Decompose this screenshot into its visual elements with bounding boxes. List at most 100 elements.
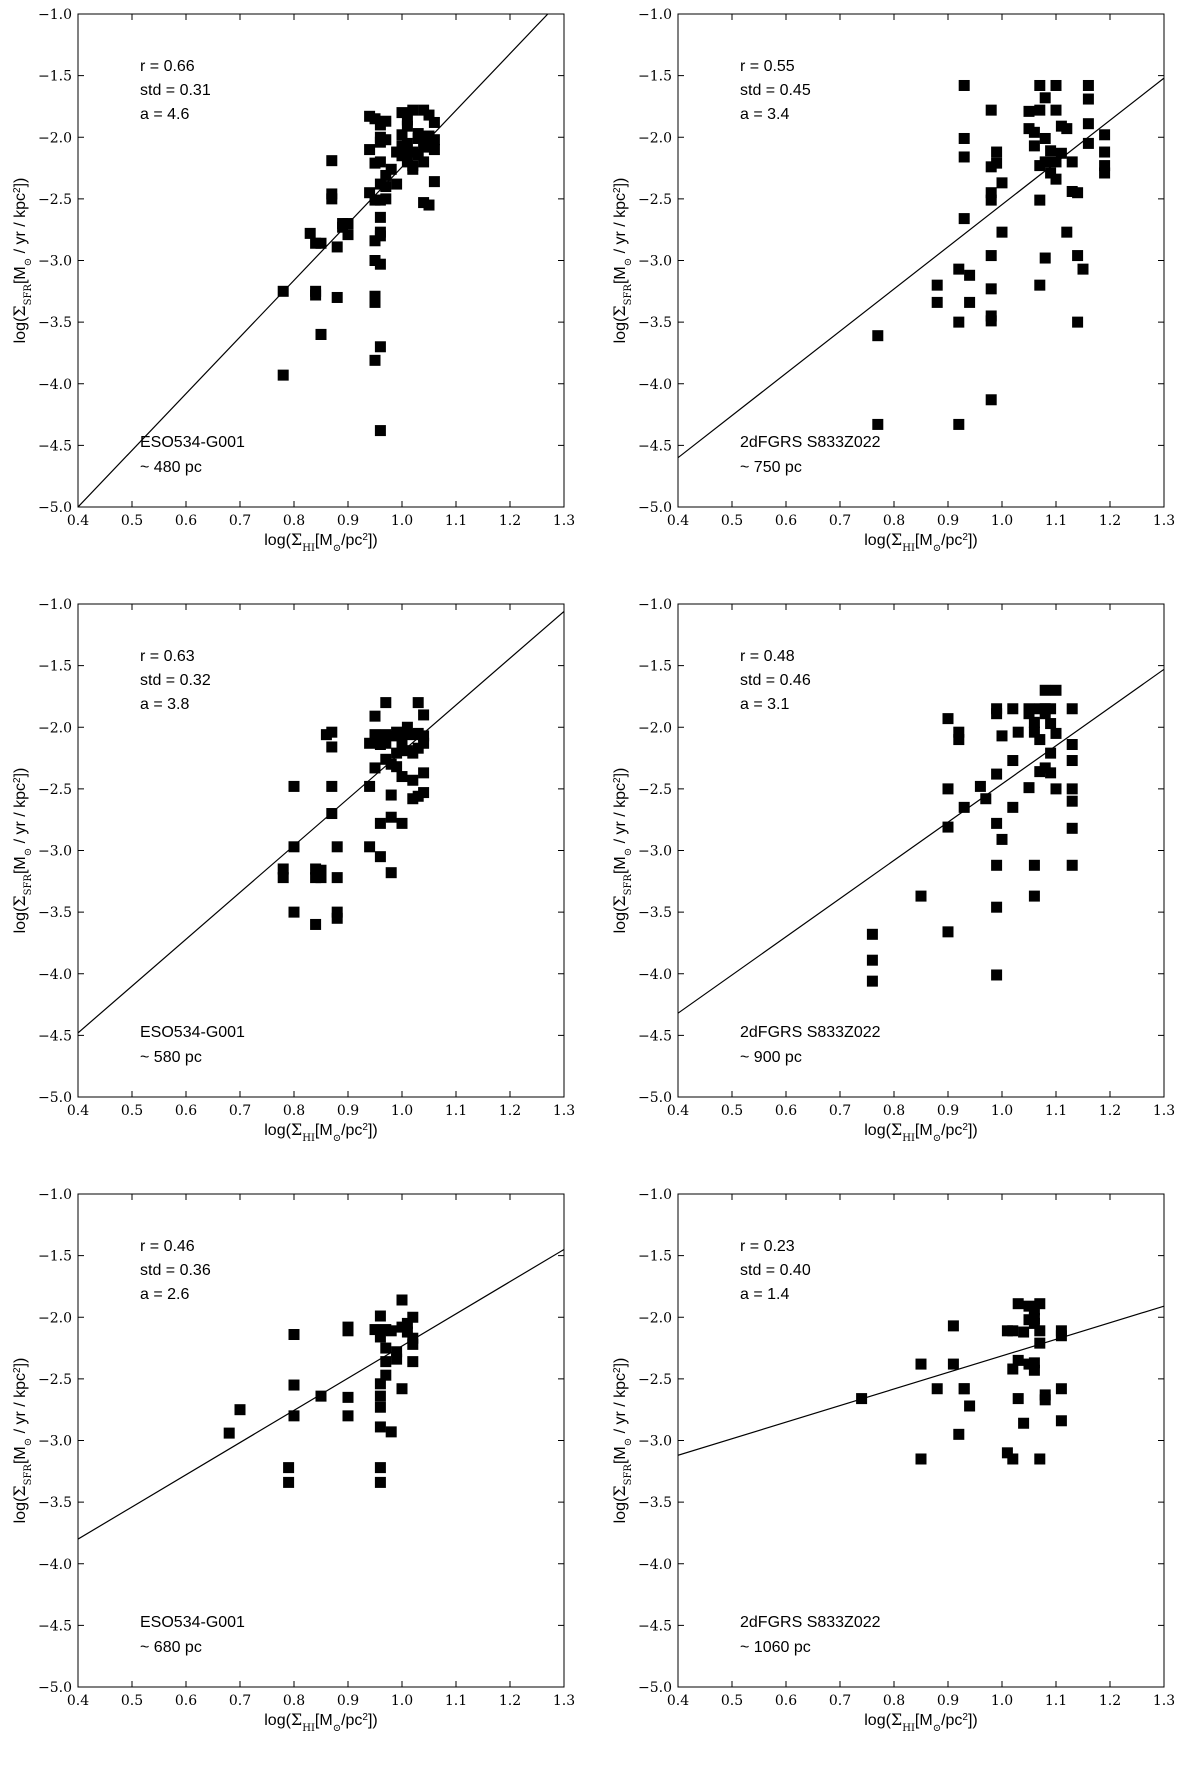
data-point — [996, 833, 1008, 845]
x-tick-label: 1.0 — [991, 513, 1013, 529]
data-point — [991, 708, 1003, 720]
data-point — [401, 114, 413, 126]
data-point — [985, 394, 997, 406]
y-tick-label: −3.5 — [38, 1495, 72, 1511]
data-point — [380, 115, 392, 127]
data-point — [401, 137, 413, 149]
data-point — [428, 134, 440, 146]
data-point — [942, 783, 954, 795]
data-point — [369, 762, 381, 774]
x-tick-label: 0.7 — [229, 1103, 251, 1119]
chart-panel-1: 0.4 0.5 0.6 0.7 0.8 0.9 1.0 1.1 1.2 1.3 −1.0 −1.5 −2… — [0, 0, 600, 590]
data-point — [1082, 79, 1094, 91]
data-point — [872, 330, 884, 342]
y-tick-label: −3.5 — [638, 315, 672, 331]
data-point — [985, 187, 997, 199]
y-tick-label: −4.0 — [38, 967, 72, 983]
data-point — [1028, 890, 1040, 902]
data-point — [391, 761, 403, 773]
x-tick-label: 1.1 — [1045, 1103, 1067, 1119]
data-point — [418, 737, 430, 749]
x-tick-label: 0.4 — [67, 1693, 89, 1709]
x-tick-label: 1.0 — [991, 1693, 1013, 1709]
data-point — [964, 269, 976, 281]
data-point — [374, 230, 386, 242]
data-point — [1077, 263, 1089, 275]
y-tick-label: −1.0 — [638, 1187, 672, 1203]
stat-std: std = 0.36 — [140, 1262, 211, 1279]
data-point — [991, 146, 1003, 158]
data-point — [407, 1356, 419, 1368]
data-point — [1082, 118, 1094, 130]
x-axis-label: log(ΣHI[M⊙/pc2]) — [864, 530, 978, 554]
data-point — [1055, 147, 1067, 159]
stat-r: r = 0.23 — [740, 1238, 795, 1255]
data-point — [1055, 1415, 1067, 1427]
data-point — [991, 859, 1003, 871]
x-axis-label: log(ΣHI[M⊙/pc2]) — [264, 530, 378, 554]
data-point — [342, 1325, 354, 1337]
data-point — [374, 1310, 386, 1322]
x-tick-label: 1.2 — [499, 1103, 521, 1119]
data-point — [277, 285, 289, 297]
data-point — [418, 787, 430, 799]
data-point — [288, 1410, 300, 1422]
data-point — [326, 808, 338, 820]
data-point — [283, 1476, 295, 1488]
x-tick-label: 1.2 — [1099, 1103, 1121, 1119]
y-tick-label: −4.0 — [38, 377, 72, 393]
data-point — [277, 863, 289, 875]
x-tick-label: 0.7 — [229, 1693, 251, 1709]
data-point — [1028, 716, 1040, 728]
x-tick-label: 1.1 — [1045, 1693, 1067, 1709]
data-point — [1007, 1453, 1019, 1465]
data-point — [1050, 79, 1062, 91]
data-point — [1050, 156, 1062, 168]
galaxy-name: 2dFGRS S833Z022 — [740, 1024, 881, 1041]
data-point — [407, 1338, 419, 1350]
data-point — [396, 739, 408, 751]
data-point — [1028, 1317, 1040, 1329]
chart-panel-5: 0.4 0.5 0.6 0.7 0.8 0.9 1.0 1.1 1.2 1.3 −1.0 −1.5 −2… — [0, 1180, 600, 1770]
data-point — [391, 1346, 403, 1358]
data-point — [991, 768, 1003, 780]
data-point — [1039, 1394, 1051, 1406]
x-tick-label: 0.4 — [67, 513, 89, 529]
data-point — [1007, 801, 1019, 813]
y-axis-label: log(ΣSFR[M⊙ / yr / kpc2]) — [610, 768, 634, 934]
data-point — [953, 1428, 965, 1440]
data-point — [1050, 727, 1062, 739]
x-tick-label: 0.4 — [667, 1103, 689, 1119]
resolution-scale: ~ 750 pc — [740, 459, 802, 476]
data-point — [288, 780, 300, 792]
y-tick-label: −3.5 — [638, 905, 672, 921]
data-point — [958, 213, 970, 225]
data-point — [931, 279, 943, 291]
data-point — [1045, 767, 1057, 779]
data-point — [1039, 252, 1051, 264]
y-axis-label: log(ΣSFR[M⊙ / yr / kpc2]) — [610, 1358, 634, 1524]
data-point — [1034, 1337, 1046, 1349]
data-point — [1023, 105, 1035, 117]
data-point — [985, 104, 997, 116]
data-point — [369, 113, 381, 125]
fit-line — [678, 1305, 1164, 1456]
data-point — [374, 817, 386, 829]
chart-svg-1: 0.4 0.5 0.6 0.7 0.8 0.9 1.0 1.1 1.2 1.3 −1.0 −1.5 −2… — [10, 7, 575, 554]
data-point — [428, 176, 440, 188]
data-point — [401, 120, 413, 132]
x-tick-label: 1.0 — [391, 1693, 413, 1709]
data-point — [915, 1358, 927, 1370]
x-tick-label: 0.9 — [937, 1693, 959, 1709]
data-point — [1045, 703, 1057, 715]
y-tick-label: −3.0 — [38, 844, 72, 860]
data-point — [374, 851, 386, 863]
y-tick-label: −2.0 — [38, 720, 72, 736]
data-point — [1039, 132, 1051, 144]
data-point — [423, 109, 435, 121]
stat-r: r = 0.48 — [740, 648, 795, 665]
data-point — [385, 789, 397, 801]
y-tick-label: −5.0 — [638, 1090, 672, 1106]
data-point — [958, 1383, 970, 1395]
data-point — [326, 726, 338, 738]
